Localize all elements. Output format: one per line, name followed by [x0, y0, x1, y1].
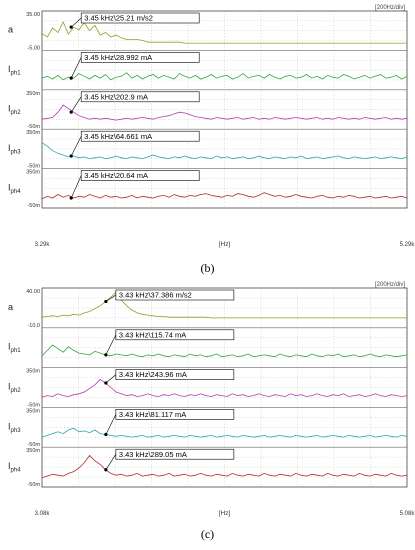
marker-leader: [70, 96, 82, 113]
panel-label: Iph4: [8, 461, 21, 474]
series-line: [41, 344, 408, 358]
y-tick-label: 40.00: [26, 289, 40, 295]
series-line: [41, 427, 408, 438]
x-tick-label: 5.08k: [400, 511, 415, 517]
panel-label: Iph1: [8, 342, 21, 355]
chart-b: [200Hz/div] 35.00 -5.00 a 3.45 kHz\25.21 m/s…: [8, 5, 415, 248]
series-line: [41, 142, 408, 160]
y-tick-label: -50m: [27, 203, 40, 209]
panel-label: a: [8, 25, 13, 35]
figure-caption-c: (c): [200, 527, 215, 541]
y-tick-label: 350m: [26, 170, 40, 176]
marker-leader: [105, 294, 117, 302]
y-tick-label: -50m: [27, 164, 40, 170]
marker-leader: [70, 175, 82, 199]
panel-label: Iph2: [8, 103, 21, 116]
division-label: [200Hz/div]: [375, 5, 405, 11]
marker-label: 3.45 kHz\28.992 mA: [84, 53, 152, 62]
x-axis-label: [Hz]: [219, 241, 231, 248]
series-line: [41, 378, 408, 398]
marker-leader: [105, 454, 117, 470]
marker-label: 3.45 kHz\20.64 mA: [84, 171, 148, 180]
grid: [42, 129, 407, 169]
chart-c: [200Hz/div] 40.00 -10.0 a 3.43 kHz\37.386 m/…: [8, 282, 415, 517]
marker-leader: [105, 414, 117, 435]
panel-label: Iph3: [8, 143, 21, 156]
marker-leader: [70, 57, 82, 79]
marker-label: 3.43 kHz\81.117 mA: [119, 410, 186, 419]
marker-label: 3.43 kHz\115.74 mA: [119, 330, 186, 339]
division-label: [200Hz/div]: [375, 282, 405, 288]
marker-label: 3.45 kHz\64.661 mA: [84, 132, 152, 141]
marker-box: [115, 448, 235, 460]
series-line: [41, 104, 408, 121]
marker-box: [80, 170, 200, 181]
marker-box: [80, 91, 200, 103]
panel-label: Iph2: [8, 381, 21, 394]
x-axis-label: [Hz]: [219, 510, 231, 517]
x-tick-label: 3.29k: [35, 242, 51, 248]
grid: [42, 50, 407, 90]
marker-box: [80, 12, 200, 24]
y-tick-label: 350m: [26, 369, 40, 375]
marker-label: 3.43 kHz\243.96 mA: [119, 370, 187, 379]
series-line: [41, 192, 408, 200]
panel-label: Iph3: [8, 421, 21, 434]
series-line: [41, 20, 407, 44]
marker-leader: [70, 136, 82, 157]
series-line: [41, 72, 408, 81]
y-tick-label: -50m: [27, 124, 40, 130]
marker-label: 3.43 kHz\37.386 m/s2: [119, 291, 192, 300]
y-tick-label: -50m: [27, 442, 40, 448]
marker-leader: [105, 334, 117, 355]
series-line: [41, 454, 408, 479]
y-tick-label: 350m: [26, 130, 40, 136]
x-tick-label: 3.08k: [35, 511, 51, 517]
y-tick-label: 350m: [26, 408, 40, 414]
series-line: [41, 291, 407, 319]
marker-box: [115, 289, 235, 301]
marker-box: [115, 409, 235, 420]
grid: [42, 168, 407, 208]
y-tick-label: -50m: [27, 402, 40, 408]
marker-label: 3.45 kHz\202.9 mA: [84, 92, 148, 101]
grid: [42, 11, 407, 51]
marker-box: [115, 369, 235, 380]
panel-label: Iph4: [8, 182, 21, 195]
y-tick-label: 350m: [26, 448, 40, 454]
marker-label: 3.43 kHz\289.05 mA: [119, 450, 187, 459]
y-tick-label: -10.0: [27, 323, 40, 329]
marker-box: [80, 52, 200, 63]
marker-label: 3.45 kHz\25.21 m/s2: [84, 14, 153, 23]
y-tick-label: 35.00: [26, 12, 40, 18]
y-tick-label: -50m: [27, 482, 40, 488]
panel-label: Iph1: [8, 64, 21, 77]
marker-box: [115, 329, 235, 341]
y-tick-label: -5.00: [27, 45, 40, 51]
marker-leader: [105, 374, 117, 384]
panel-label: a: [8, 302, 13, 312]
marker-box: [80, 130, 200, 142]
x-tick-label: 5.29k: [400, 242, 415, 248]
y-tick-label: 350m: [26, 91, 40, 97]
grid: [42, 89, 407, 130]
marker-leader: [70, 17, 82, 28]
figure-caption-b: (b): [200, 261, 215, 275]
